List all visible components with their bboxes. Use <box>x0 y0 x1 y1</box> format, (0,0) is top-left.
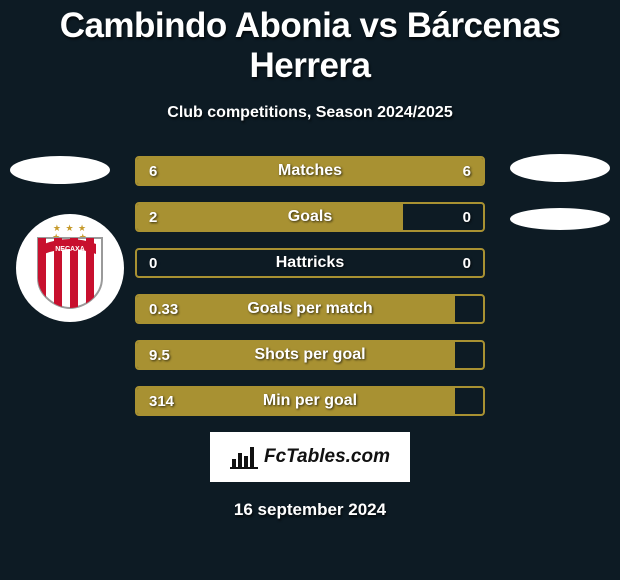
shield-icon: NECAXA <box>34 236 106 310</box>
stat-label: Shots per goal <box>137 346 483 364</box>
club-logo-left: ★ ★ ★★ ★ NECAXA <box>16 214 124 322</box>
player-photo-placeholder-right <box>510 154 610 182</box>
brand-text: FcTables.com <box>264 446 390 468</box>
stat-bar-row: 9.5Shots per goal <box>135 340 485 370</box>
stat-label: Hattricks <box>137 254 483 272</box>
stat-label: Matches <box>137 162 483 180</box>
stat-bar-row: 0.33Goals per match <box>135 294 485 324</box>
page-title: Cambindo Abonia vs Bárcenas Herrera <box>0 0 620 86</box>
subtitle: Club competitions, Season 2024/2025 <box>0 104 620 122</box>
stat-value-right: 6 <box>463 163 471 180</box>
stat-bar-row: 0Hattricks0 <box>135 248 485 278</box>
stat-bar-row: 2Goals0 <box>135 202 485 232</box>
stat-label: Min per goal <box>137 392 483 410</box>
club-logo-placeholder-right <box>510 208 610 230</box>
player-photo-placeholder-left <box>10 156 110 184</box>
stat-label: Goals <box>137 208 483 226</box>
stat-value-right: 0 <box>463 209 471 226</box>
comparison-panel: ★ ★ ★★ ★ NECAXA 6Matches62Goals00Hattric… <box>0 156 620 416</box>
logo-text: NECAXA <box>55 246 85 253</box>
brand-box[interactable]: FcTables.com <box>210 432 410 482</box>
stat-value-right: 0 <box>463 255 471 272</box>
bar-chart-icon <box>230 445 258 469</box>
stat-bar-row: 314Min per goal <box>135 386 485 416</box>
stat-label: Goals per match <box>137 300 483 318</box>
stat-bars: 6Matches62Goals00Hattricks00.33Goals per… <box>135 156 485 416</box>
date-text: 16 september 2024 <box>0 500 620 520</box>
stat-bar-row: 6Matches6 <box>135 156 485 186</box>
